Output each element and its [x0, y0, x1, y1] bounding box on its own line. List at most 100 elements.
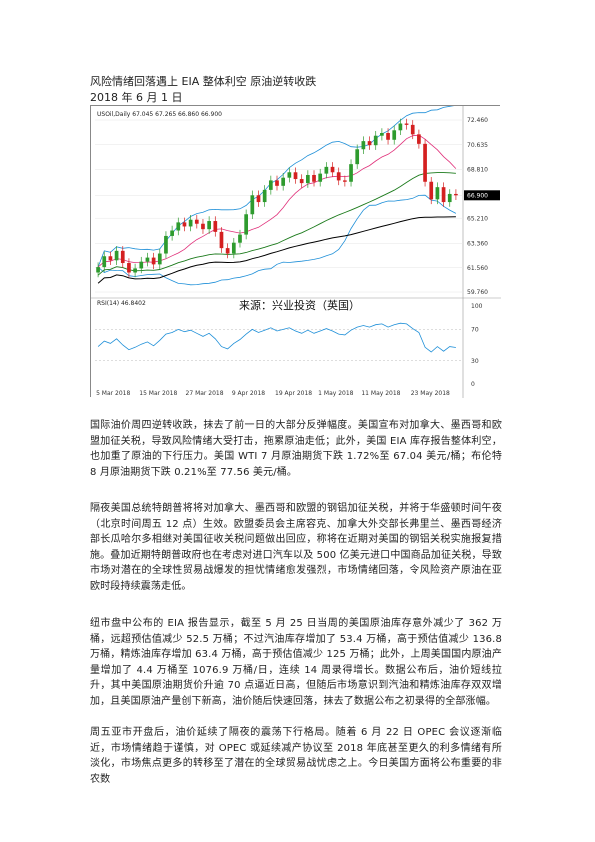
candle-down: [201, 223, 205, 230]
last-price-label: 66.900: [467, 193, 488, 200]
candle-down: [225, 248, 230, 254]
candle-down: [151, 257, 156, 265]
candlesticks: [96, 118, 458, 278]
candle-up: [324, 166, 329, 174]
candle-up: [262, 189, 267, 203]
candle-up: [355, 149, 360, 165]
candle-down: [454, 193, 458, 196]
candle-down: [423, 143, 427, 182]
bollinger-lower-line: [97, 194, 457, 286]
candle-up: [447, 193, 452, 203]
date-tick-label: 15 Mar 2018: [139, 390, 177, 397]
rsi-ticks: 100 70 30 0: [471, 303, 483, 388]
candle-down: [182, 222, 187, 227]
candle-up: [207, 221, 211, 230]
date-tick-label: 5 Mar 2018: [96, 390, 130, 397]
price-tick-label: 61.560: [467, 265, 488, 272]
paragraph-3: 纽市盘中公布的 EIA 报告显示，截至 5 月 25 日当周的美国原油库存意外减…: [90, 618, 502, 707]
paragraph-2: 隔夜美国总统特朗普将将对加拿大、墨西哥和欧盟的钢铝加征关税，并将于华盛顿时间午夜…: [90, 503, 502, 592]
candle-up: [164, 235, 168, 254]
candle-up: [349, 164, 353, 182]
candle-down: [299, 179, 304, 184]
candle-up: [238, 234, 242, 243]
rsi-tick-label: 70: [471, 327, 479, 334]
price-tick-label: 65.210: [467, 215, 488, 222]
candle-up: [373, 135, 378, 146]
candle-down: [293, 172, 298, 180]
symbol-ohlc-label: USOil,Daily 67.045 67.265 66.860 66.900: [97, 111, 222, 118]
candle-down: [213, 221, 218, 232]
candle-up: [145, 257, 150, 262]
candle-down: [256, 195, 261, 203]
price-tick-label: 70.635: [467, 142, 488, 149]
date-tick-label: 19 Apr 2018: [275, 390, 312, 397]
candle-down: [275, 180, 279, 186]
ma-mid-line: [97, 172, 456, 276]
candle-up: [114, 250, 119, 261]
candle-down: [120, 250, 125, 264]
paragraph-1: 国际油价周四逆转收跌，抹去了前一日的大部分反弹幅度。美国宣布对加拿大、墨西哥和欧…: [90, 420, 502, 478]
candle-down: [219, 231, 224, 249]
candle-up: [188, 219, 193, 227]
chart-canvas: 72.460 70.635 68.810 66.900 65.210 63.360 61.5…: [91, 106, 501, 398]
candle-up: [361, 141, 366, 150]
candle-up: [305, 174, 310, 184]
candle-down: [108, 256, 113, 261]
candle-down: [410, 124, 415, 135]
date-tick-label: 27 Mar 2018: [186, 390, 224, 397]
candle-up: [268, 180, 273, 190]
ma-short-line: [97, 134, 457, 268]
rsi-tick-label: 30: [471, 358, 479, 365]
candle-down: [194, 219, 199, 224]
rsi-tick-label: 100: [471, 303, 483, 310]
candle-up: [392, 130, 397, 140]
candle-up: [96, 267, 100, 273]
candle-down: [343, 180, 347, 182]
candle-up: [380, 133, 384, 136]
rsi-pane: [95, 322, 463, 361]
candle-up: [102, 256, 107, 268]
ma-long-line: [97, 216, 456, 284]
candle-up: [139, 261, 144, 269]
date-tick-label: 9 Apr 2018: [232, 390, 265, 397]
candle-down: [367, 141, 372, 146]
candle-down: [127, 263, 131, 273]
document-title: 风险情绪回落遇上 EIA 整体利空 原油逆转收跌: [90, 75, 317, 88]
candle-down: [404, 123, 409, 125]
candle-down: [386, 133, 390, 140]
rsi-line: [97, 322, 456, 353]
moving-averages: [97, 134, 457, 284]
date-tick-label: 23 May 2018: [411, 390, 450, 397]
price-tick-label: 59.760: [467, 289, 488, 296]
date-ticks: 5 Mar 2018 15 Mar 2018 27 Mar 2018 9 Apr 20…: [96, 390, 450, 397]
rsi-label: RSI(14) 46.8402: [97, 300, 146, 307]
date-tick-label: 11 May 2018: [361, 390, 400, 397]
candle-up: [157, 253, 162, 265]
price-tick-label: 63.360: [467, 240, 488, 247]
rsi-tick-label: 0: [471, 381, 475, 388]
source-label: 来源：兴业投资（英国）: [239, 298, 360, 312]
candle-up: [287, 172, 292, 178]
last-price-box: [464, 190, 500, 201]
chart-grid: [95, 119, 463, 293]
candle-down: [312, 174, 316, 182]
price-tick-label: 68.810: [467, 167, 488, 174]
candle-up: [318, 173, 323, 182]
oil-price-chart: 72.460 70.635 68.810 66.900 65.210 63.360 61.5…: [90, 105, 501, 398]
candle-down: [441, 187, 446, 203]
candle-up: [176, 222, 181, 231]
candle-up: [250, 195, 255, 215]
price-ticks: 72.460 70.635 68.810 66.900 65.210 63.360 61.5…: [464, 117, 500, 296]
candle-up: [435, 187, 440, 200]
chart-background: [91, 106, 501, 398]
candle-up: [281, 177, 286, 186]
candle-up: [231, 242, 236, 254]
candle-up: [244, 214, 249, 235]
candle-down: [336, 172, 341, 181]
candle-up: [170, 230, 174, 236]
document-date: 2018 年 6 月 1 日: [90, 91, 183, 104]
candle-up: [133, 268, 137, 273]
price-tick-label: 72.460: [467, 117, 488, 124]
candle-up: [398, 123, 403, 131]
candle-down: [429, 181, 434, 200]
